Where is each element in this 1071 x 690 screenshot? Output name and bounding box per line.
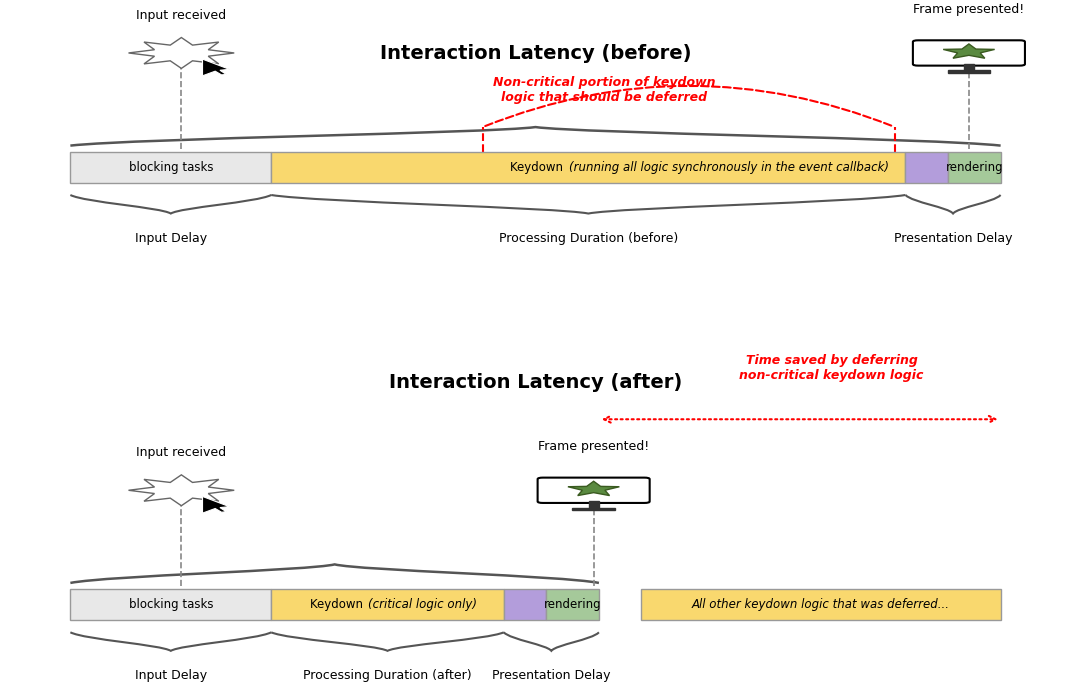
Text: Time saved by deferring
non-critical keydown logic: Time saved by deferring non-critical key… [739,354,923,382]
FancyBboxPatch shape [948,152,1000,183]
Polygon shape [129,475,235,506]
Text: Presentation Delay: Presentation Delay [894,232,1012,245]
Text: Input received: Input received [136,9,226,22]
Text: rendering: rendering [544,598,601,611]
FancyBboxPatch shape [573,508,615,510]
Polygon shape [944,44,995,58]
Text: Interaction Latency (before): Interaction Latency (before) [380,43,691,63]
FancyBboxPatch shape [589,502,599,508]
Polygon shape [202,59,229,76]
Polygon shape [568,481,619,495]
FancyBboxPatch shape [71,152,271,183]
FancyBboxPatch shape [905,152,948,183]
Text: Frame presented!: Frame presented! [538,440,649,453]
Text: Non-critical portion of keydown
logic that should be deferred: Non-critical portion of keydown logic th… [493,76,715,104]
Text: (running all logic synchronously in the event callback): (running all logic synchronously in the … [570,161,889,174]
Text: blocking tasks: blocking tasks [129,598,213,611]
FancyBboxPatch shape [271,589,503,620]
Text: Presentation Delay: Presentation Delay [492,669,610,682]
Text: Interaction Latency (after): Interaction Latency (after) [389,373,682,392]
Text: Frame presented!: Frame presented! [914,3,1025,16]
Text: Input Delay: Input Delay [135,669,207,682]
Text: Processing Duration (before): Processing Duration (before) [499,232,678,245]
Text: All other keydown logic that was deferred...: All other keydown logic that was deferre… [692,598,950,611]
FancyBboxPatch shape [546,589,599,620]
Text: Input received: Input received [136,446,226,460]
Text: Keydown: Keydown [310,598,366,611]
Text: (critical logic only): (critical logic only) [368,598,478,611]
FancyBboxPatch shape [642,589,1000,620]
Polygon shape [129,37,235,68]
FancyBboxPatch shape [538,477,650,503]
FancyBboxPatch shape [503,589,546,620]
FancyBboxPatch shape [948,70,990,72]
FancyBboxPatch shape [964,64,974,70]
Text: rendering: rendering [946,161,1004,174]
Text: Input Delay: Input Delay [135,232,207,245]
FancyBboxPatch shape [271,152,905,183]
FancyBboxPatch shape [912,40,1025,66]
Text: Keydown: Keydown [511,161,568,174]
Text: blocking tasks: blocking tasks [129,161,213,174]
FancyBboxPatch shape [71,589,271,620]
Polygon shape [202,497,229,513]
Text: Processing Duration (after): Processing Duration (after) [303,669,472,682]
